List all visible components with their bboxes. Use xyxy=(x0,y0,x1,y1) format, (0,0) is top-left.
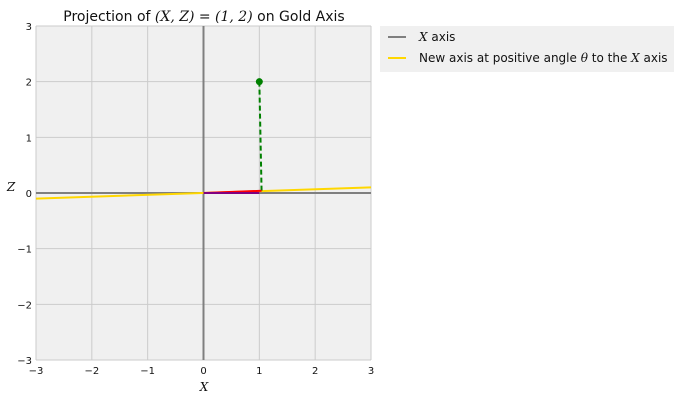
chart-title-prefix: Projection of xyxy=(63,9,155,25)
y-tick-label: −3 xyxy=(17,356,32,367)
series-lines xyxy=(35,26,372,360)
x-tick-label: 3 xyxy=(368,366,374,377)
legend-label-new-axis-text2: to the xyxy=(588,51,631,65)
chart-title: Projection of (X, Z) = (1, 2) on Gold Ax… xyxy=(63,9,344,25)
y-tick-label: 0 xyxy=(26,189,32,200)
data-point xyxy=(255,78,263,86)
x-tick-label: −3 xyxy=(29,366,44,377)
legend-label-x-axis-math: X xyxy=(418,30,428,44)
legend-label-new-axis-text1: New axis at positive angle xyxy=(419,51,581,65)
x-tick-label: −2 xyxy=(84,366,99,377)
legend-label-x-axis-text: axis xyxy=(428,30,456,44)
y-tick-label: 3 xyxy=(26,22,32,33)
legend-label-new-axis-math1: θ xyxy=(581,51,589,65)
y-tick-label: 2 xyxy=(26,78,32,89)
legend-label-new-axis-text3: axis xyxy=(640,51,668,65)
legend-label-new-axis: New axis at positive angle θ to the X ax… xyxy=(419,51,668,65)
chart-title-math: (X, Z) = (1, 2) xyxy=(155,9,253,25)
legend-label-x-axis: X axis xyxy=(418,30,455,44)
x-axis-label: X xyxy=(199,380,209,394)
chart-title-suffix: on Gold Axis xyxy=(253,9,345,25)
line-projection-dashed xyxy=(258,81,263,191)
legend-box xyxy=(380,26,674,72)
legend-label-new-axis-math2: X xyxy=(630,51,640,65)
tick-labels: −3 −2 −1 0 1 2 3 −3 −2 −1 0 1 2 3 xyxy=(17,22,374,377)
legend: X axis New axis at positive angle θ to t… xyxy=(380,26,674,72)
x-tick-label: 0 xyxy=(200,366,206,377)
y-tick-label: 1 xyxy=(26,133,32,144)
y-axis-label: Z xyxy=(6,180,16,194)
x-tick-label: 1 xyxy=(256,366,262,377)
x-tick-label: −1 xyxy=(140,366,155,377)
x-tick-label: 2 xyxy=(312,366,318,377)
y-tick-label: −1 xyxy=(17,245,32,256)
y-tick-label: −2 xyxy=(17,300,32,311)
